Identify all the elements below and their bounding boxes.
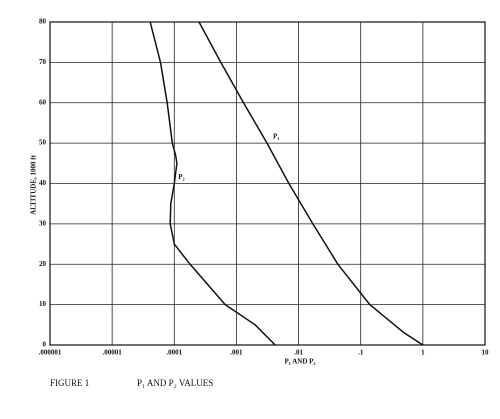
y-tick-label: 80 bbox=[39, 18, 47, 26]
series-label: P₂ bbox=[178, 173, 184, 181]
line bbox=[198, 21, 424, 346]
y-tick-label: 60 bbox=[39, 98, 47, 106]
x-tick-label: .001 bbox=[230, 349, 243, 357]
x-axis-label: P₁ AND P₂ bbox=[284, 358, 315, 366]
y-tick-label: 30 bbox=[39, 219, 47, 227]
x-tick-label: .00001 bbox=[103, 349, 123, 357]
figure-label: FIGURE 1 bbox=[50, 378, 89, 388]
caption: P₁ AND P₂ VALUES bbox=[137, 378, 213, 388]
y-tick-label: 50 bbox=[39, 139, 47, 147]
x-tick-label: 1 bbox=[421, 349, 425, 357]
y-tick-label: 0 bbox=[43, 341, 47, 349]
y-tick-label: 40 bbox=[39, 179, 47, 187]
y-axis-label: ALTITUDE, 1000 ft bbox=[30, 154, 38, 215]
y-tick-label: 20 bbox=[39, 260, 47, 268]
y-tick-label: 70 bbox=[39, 58, 47, 66]
line bbox=[149, 21, 276, 346]
x-tick-label: .0001 bbox=[166, 349, 182, 357]
x-tick-label: .01 bbox=[294, 349, 303, 357]
series-label: P₁ bbox=[273, 133, 279, 141]
plot-frame bbox=[49, 21, 486, 346]
x-tick-label: .1 bbox=[358, 349, 364, 357]
x-tick-label: .000001 bbox=[39, 349, 62, 357]
x-tick-label: 10 bbox=[482, 349, 490, 357]
y-tick-label: 10 bbox=[39, 300, 47, 308]
